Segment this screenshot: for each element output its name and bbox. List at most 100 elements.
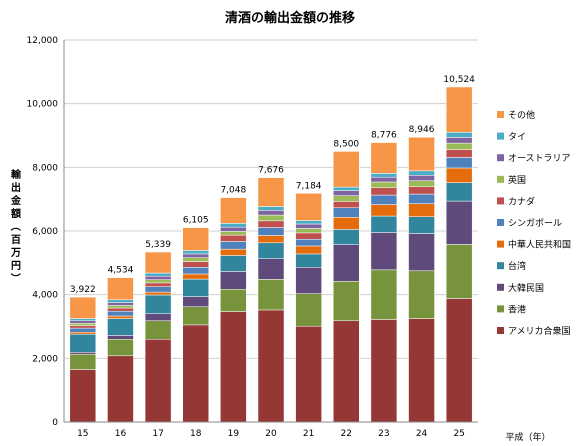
bar-segment [144, 338, 172, 423]
bar-segment [220, 226, 247, 232]
y-axis-label-char: 円 [11, 260, 21, 272]
bar-segment [144, 279, 172, 284]
total-label: 10,524 [443, 75, 475, 85]
legend-label: 香港 [508, 303, 526, 315]
total-label: 5,339 [145, 240, 171, 250]
bar-segment [257, 214, 285, 222]
bar-segment [295, 293, 322, 327]
bar-segment [220, 234, 247, 242]
bar-segment [445, 182, 473, 202]
y-tick-label: 10,000 [27, 100, 59, 110]
bar-segment [144, 291, 172, 296]
bar-segment [107, 299, 134, 303]
x-axis-ticks: 15 16 17 18 19 20 21 22 23 24 25 [77, 429, 465, 439]
bar-segment [370, 215, 398, 233]
bar-segment [333, 281, 360, 322]
bar-segment [370, 194, 398, 205]
bar-segment [333, 190, 360, 196]
bar-segment [144, 272, 172, 277]
bars [69, 86, 473, 423]
bar-segment [445, 167, 473, 183]
bar-segment [220, 223, 247, 228]
bar-segment [408, 318, 435, 423]
legend-label: カナダ [508, 195, 535, 207]
bar-segment [220, 311, 247, 423]
bar-segment [333, 244, 360, 282]
bar-segment [182, 257, 209, 262]
bar-segment [220, 289, 247, 312]
bar-segment [107, 338, 134, 357]
bar-segment [182, 261, 209, 268]
bar-segment [69, 331, 97, 335]
total-label: 7,676 [258, 166, 284, 176]
bar-segment [144, 320, 172, 340]
bar-segment [69, 320, 97, 324]
y-tick-label: 8,000 [32, 163, 58, 173]
chart-title: 清酒の輸出金額の推移 [225, 10, 355, 26]
bar-segment [182, 273, 209, 280]
y-tick-label: 6,000 [32, 227, 58, 237]
bar-segment [333, 201, 360, 209]
legend-swatch [497, 197, 504, 205]
bar-segment [408, 203, 435, 217]
bar-segment [182, 296, 209, 308]
bar-segment [69, 353, 97, 370]
bar-segment [445, 149, 473, 158]
bar-segment [257, 177, 285, 207]
bar-segment [257, 220, 285, 228]
bar-segment [144, 275, 172, 280]
bar-segment [295, 232, 322, 240]
bar-segment [182, 250, 209, 255]
bar-segment [144, 294, 172, 315]
bar-segment [144, 251, 172, 274]
bar-segment [107, 310, 134, 317]
bar-segment [408, 233, 435, 272]
x-tick-label: 25 [453, 429, 464, 439]
bar-segment [107, 355, 134, 423]
legend-label: タイ [508, 132, 526, 143]
legend-label: 大韓民国 [508, 282, 544, 294]
bar-segment [107, 318, 134, 336]
legend-label: 英国 [508, 174, 526, 186]
bar-segment [295, 239, 322, 247]
y-axis-label-char: 万 [10, 247, 21, 259]
total-label: 4,534 [108, 266, 134, 276]
y-axis-label-char: 出 [11, 181, 21, 194]
bar-segment [69, 369, 97, 423]
y-tick-label: 0 [52, 418, 58, 428]
bar-segment [333, 186, 360, 191]
bar-segment [333, 151, 360, 188]
y-tick-label: 4,000 [32, 291, 58, 301]
y-axis-label-char: （ [9, 221, 22, 231]
bar-segment [295, 228, 322, 234]
bar-segment [69, 327, 97, 333]
bar-segment [370, 319, 398, 423]
bar-segment [257, 258, 285, 280]
bar-segment [370, 181, 398, 188]
legend-swatch [497, 327, 504, 334]
legend-swatch [497, 219, 504, 226]
legend-label: オーストラリア [508, 153, 571, 164]
bar-segment [182, 324, 209, 423]
bar-segment [220, 231, 247, 236]
y-axis-label-char: 輸 [11, 168, 22, 181]
x-tick-label: 18 [190, 429, 202, 439]
bar-segment [370, 176, 398, 183]
x-tick-label: 16 [115, 429, 127, 439]
bar-segment [295, 193, 322, 221]
total-label: 8,776 [371, 131, 397, 141]
x-tick-label: 20 [265, 429, 277, 439]
legend-label: シンガポール [508, 218, 562, 229]
x-tick-label: 24 [416, 429, 428, 439]
total-label: 8,946 [409, 125, 435, 135]
bar-segment [370, 187, 398, 196]
bar-segment [370, 173, 398, 178]
bar-segment [295, 325, 322, 423]
bar-segment [69, 325, 97, 329]
x-tick-label: 19 [228, 429, 240, 439]
bar-segment [445, 86, 473, 133]
bar-segment [144, 286, 172, 293]
bar-segment [257, 206, 285, 211]
bar-segment [257, 309, 285, 423]
legend-swatch [497, 283, 504, 291]
